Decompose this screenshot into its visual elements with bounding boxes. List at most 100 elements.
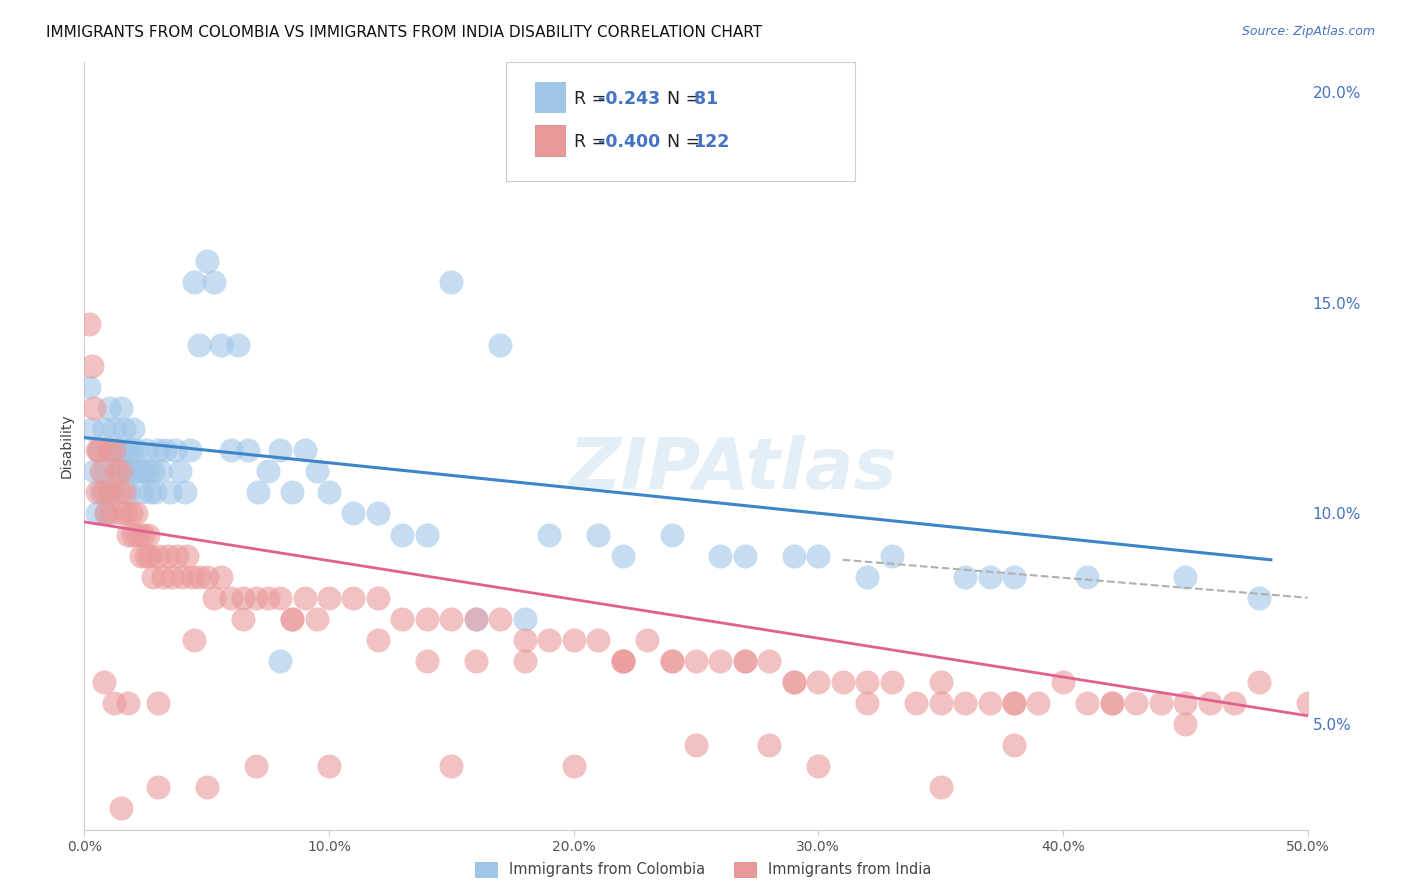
Point (929, 675, 952, 690)
Point (120, 443, 142, 458)
Point (97, 401, 120, 415)
Point (979, 569, 1001, 583)
Point (513, 654, 536, 668)
Point (318, 485, 340, 500)
Point (1028, 696, 1050, 710)
Point (1174, 569, 1197, 583)
Point (734, 654, 756, 668)
Point (1247, 591, 1270, 605)
Y-axis label: Disability: Disability (59, 414, 73, 478)
Point (1150, 696, 1173, 710)
Text: IMMIGRANTS FROM COLOMBIA VS IMMIGRANTS FROM INDIA DISABILITY CORRELATION CHART: IMMIGRANTS FROM COLOMBIA VS IMMIGRANTS F… (46, 25, 762, 40)
Point (103, 443, 125, 458)
Point (661, 654, 683, 668)
Point (90, 485, 112, 500)
Text: N =: N = (666, 90, 706, 108)
Text: Source: ZipAtlas.com: Source: ZipAtlas.com (1241, 25, 1375, 38)
Point (929, 780, 952, 795)
Point (758, 738, 780, 752)
Point (783, 675, 806, 690)
Point (122, 527, 145, 541)
Point (202, 275, 225, 289)
Point (685, 654, 707, 668)
Point (80, 359, 103, 373)
Point (117, 527, 139, 541)
Point (245, 759, 267, 773)
Point (1002, 738, 1025, 752)
Point (856, 696, 879, 710)
Point (734, 549, 756, 563)
Point (1076, 696, 1098, 710)
Point (162, 569, 184, 583)
Point (709, 549, 731, 563)
Point (391, 527, 413, 541)
Point (807, 759, 830, 773)
Point (464, 612, 486, 626)
Point (87, 443, 110, 458)
Point (136, 527, 159, 541)
Point (1198, 696, 1220, 710)
Text: R =: R = (574, 90, 612, 108)
Point (929, 696, 952, 710)
Point (129, 485, 152, 500)
Point (125, 507, 148, 521)
Point (612, 654, 634, 668)
Point (856, 675, 879, 690)
Point (416, 612, 439, 626)
Point (1101, 696, 1123, 710)
Point (172, 569, 194, 583)
Point (636, 632, 658, 647)
Point (112, 485, 135, 500)
Point (513, 612, 536, 626)
Point (179, 443, 201, 458)
Point (562, 759, 585, 773)
Point (953, 696, 976, 710)
Point (149, 464, 172, 478)
Point (905, 696, 928, 710)
FancyBboxPatch shape (506, 62, 855, 181)
Point (612, 654, 634, 668)
Point (612, 549, 634, 563)
Point (1174, 717, 1197, 731)
Point (181, 569, 204, 583)
Point (173, 485, 195, 500)
Point (228, 338, 250, 352)
Point (146, 443, 169, 458)
Point (269, 654, 291, 668)
Point (586, 527, 609, 541)
Point (209, 569, 232, 583)
Point (188, 569, 211, 583)
Point (342, 507, 364, 521)
Point (120, 507, 142, 521)
Point (979, 696, 1001, 710)
Point (416, 654, 439, 668)
Point (117, 696, 139, 710)
Point (127, 464, 149, 478)
Point (93, 422, 115, 436)
Point (96, 507, 118, 521)
Point (195, 253, 218, 268)
Point (153, 443, 176, 458)
Point (294, 443, 316, 458)
Point (281, 485, 304, 500)
Point (538, 527, 561, 541)
Point (391, 612, 413, 626)
Point (125, 443, 148, 458)
Legend: Immigrants from Colombia, Immigrants from India: Immigrants from Colombia, Immigrants fro… (468, 855, 938, 885)
Point (612, 654, 634, 668)
Point (105, 443, 128, 458)
Point (80, 422, 103, 436)
Point (139, 485, 162, 500)
Text: R =: R = (574, 133, 612, 152)
Point (83, 464, 105, 478)
Point (880, 549, 903, 563)
Point (1296, 696, 1319, 710)
Point (142, 464, 165, 478)
Point (129, 549, 152, 563)
Point (661, 527, 683, 541)
Point (117, 485, 139, 500)
Point (110, 801, 132, 815)
Point (132, 527, 155, 541)
Point (685, 738, 707, 752)
Point (245, 591, 267, 605)
